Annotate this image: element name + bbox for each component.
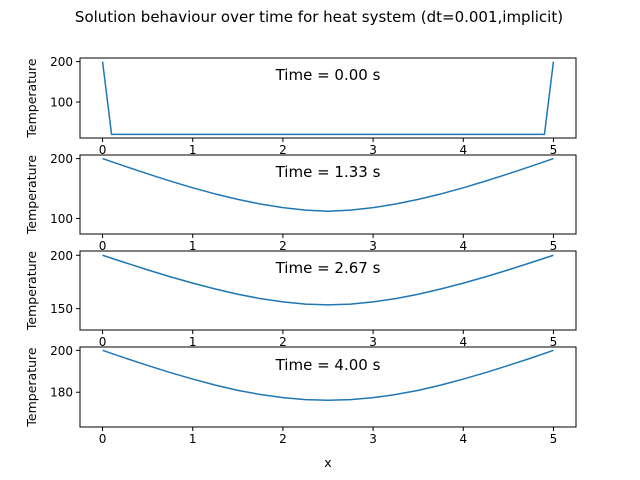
series-line bbox=[102, 254, 554, 306]
axes-frame bbox=[79, 57, 577, 139]
x-tick-label: 3 bbox=[369, 143, 377, 157]
x-tick-label: 0 bbox=[99, 432, 107, 446]
y-tick-label: 150 bbox=[50, 302, 73, 316]
y-tick-label: 180 bbox=[50, 386, 73, 400]
y-axis-label: Temperature bbox=[24, 58, 39, 138]
y-axis-label: Temperature bbox=[24, 251, 39, 331]
x-axis-label: x bbox=[324, 455, 331, 470]
series-line bbox=[102, 349, 554, 401]
y-tick-label: 100 bbox=[50, 212, 73, 226]
y-tick-label: 200 bbox=[50, 249, 73, 263]
axes-frame bbox=[79, 154, 577, 235]
figure-title: Solution behaviour over time for heat sy… bbox=[75, 8, 563, 26]
series-line bbox=[101, 61, 555, 136]
x-tick-label: 4 bbox=[459, 143, 467, 157]
time-annotation: Time = 0.00 s bbox=[275, 66, 381, 84]
x-tick-label: 3 bbox=[369, 239, 377, 253]
x-tick-label: 3 bbox=[369, 432, 377, 446]
x-tick-label: 5 bbox=[550, 143, 558, 157]
x-tick-label: 4 bbox=[459, 335, 467, 349]
time-annotation: Time = 4.00 s bbox=[275, 356, 381, 374]
series-line bbox=[102, 157, 554, 213]
axes-frame bbox=[79, 250, 577, 331]
subplot-3: 0 1 2 3 4 5 150 200 Temperature Time = 2.67 s bbox=[24, 249, 577, 349]
y-tick-label: 200 bbox=[50, 55, 73, 69]
time-annotation: Time = 2.67 s bbox=[275, 259, 381, 277]
y-tick-label: 200 bbox=[50, 344, 73, 358]
x-tick-label: 5 bbox=[550, 335, 558, 349]
x-tick-label: 2 bbox=[279, 432, 287, 446]
x-tick-label: 1 bbox=[189, 143, 197, 157]
axes-frame bbox=[79, 346, 577, 428]
x-tick-label: 2 bbox=[279, 143, 287, 157]
x-tick-label: 4 bbox=[459, 239, 467, 253]
x-tick-label: 2 bbox=[279, 335, 287, 349]
x-tick-label: 5 bbox=[550, 239, 558, 253]
y-axis-label: Temperature bbox=[24, 347, 39, 427]
y-tick-label: 200 bbox=[50, 152, 73, 166]
y-axis-label: Temperature bbox=[24, 155, 39, 235]
x-tick-label: 1 bbox=[189, 335, 197, 349]
subplot-4: 0 1 2 3 4 5 180 200 Temperature Time = 4.00 s bbox=[24, 344, 577, 446]
x-tick-label: 0 bbox=[99, 239, 107, 253]
x-tick-label: 3 bbox=[369, 335, 377, 349]
time-annotation: Time = 1.33 s bbox=[275, 163, 381, 181]
x-tick-label: 1 bbox=[189, 432, 197, 446]
x-tick-label: 2 bbox=[279, 239, 287, 253]
subplot-1: 0 1 2 3 4 5 100 200 Temperature Time = 0.00 s bbox=[24, 55, 577, 157]
x-tick-label: 0 bbox=[99, 335, 107, 349]
x-tick-label: 1 bbox=[189, 239, 197, 253]
x-tick-label: 5 bbox=[550, 432, 558, 446]
x-tick-label: 0 bbox=[99, 143, 107, 157]
x-tick-label: 4 bbox=[459, 432, 467, 446]
subplot-2: 0 1 2 3 4 5 100 200 Temperature Time = 1.33 s bbox=[24, 152, 577, 253]
y-tick-label: 100 bbox=[50, 96, 73, 110]
